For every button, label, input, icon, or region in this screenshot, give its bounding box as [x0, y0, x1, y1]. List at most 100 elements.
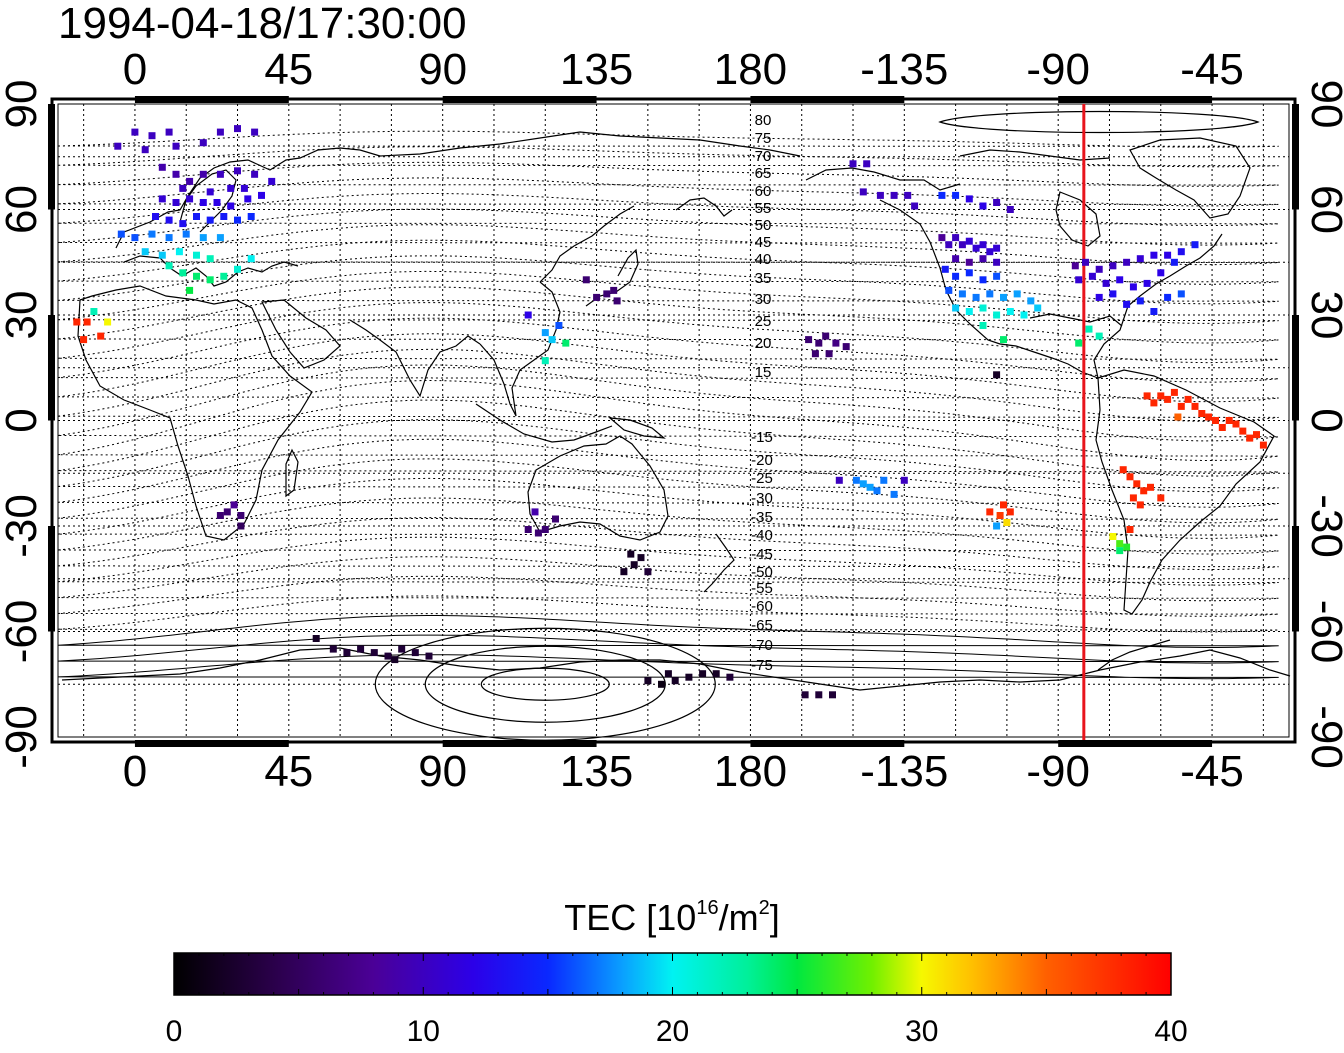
tec-point	[866, 483, 874, 491]
tec-point	[158, 251, 166, 259]
tec-point	[815, 691, 823, 699]
tec-point	[965, 308, 973, 315]
tec-point	[165, 262, 173, 270]
tec-point	[1147, 483, 1154, 491]
tec-point	[398, 645, 406, 653]
coast-greenland	[1129, 137, 1251, 219]
tec-point	[247, 255, 255, 263]
tec-point	[1150, 308, 1158, 315]
tec-point	[1126, 473, 1134, 481]
mag-lat-contour	[57, 302, 1279, 364]
coastlines	[61, 110, 1291, 691]
tec-point	[216, 128, 224, 136]
tec-point	[863, 160, 871, 168]
coast-scandinavia	[179, 169, 237, 233]
contour-label: -35	[751, 509, 773, 526]
mag-lat-contour	[57, 477, 1279, 539]
lon-label-bottom: -90	[1026, 747, 1090, 796]
tec-point	[1000, 501, 1007, 509]
tec-point	[251, 170, 259, 178]
tec-point	[945, 286, 953, 294]
tec-point	[890, 490, 898, 498]
tec-point	[811, 350, 819, 358]
tec-point	[1034, 304, 1042, 312]
contour-label: -25	[751, 470, 773, 487]
tec-point	[541, 357, 549, 365]
lat-label-right: 90	[1302, 80, 1344, 129]
tec-point	[965, 195, 973, 203]
tec-point	[712, 670, 720, 678]
mag-lat-contour	[57, 177, 1279, 207]
tec-point	[1109, 290, 1117, 298]
coast-new-zealand	[703, 533, 735, 593]
tec-point	[1164, 251, 1172, 259]
tec-point	[216, 234, 224, 242]
tec-point	[972, 293, 980, 301]
tec-point	[1191, 241, 1199, 249]
tec-point	[938, 191, 946, 199]
frame-bar-bottom	[1058, 740, 1213, 747]
contour-label: -65	[751, 617, 773, 634]
tec-point	[227, 184, 235, 192]
tec-point	[1116, 540, 1124, 548]
tec-point	[223, 508, 231, 516]
lat-label-right: 30	[1302, 291, 1344, 340]
tec-point	[603, 290, 611, 298]
lat-label-left: 90	[0, 80, 46, 129]
tec-point	[952, 191, 960, 199]
tec-point	[1116, 276, 1124, 284]
tec-point	[141, 248, 149, 256]
mag-lat-contour	[57, 399, 1279, 477]
lon-label-bottom: 90	[418, 747, 467, 796]
coast-madagascar	[285, 448, 299, 498]
tec-point	[213, 199, 221, 206]
tec-point	[958, 290, 966, 298]
tec-point	[1133, 480, 1141, 488]
tec-point	[1095, 332, 1103, 340]
tec-point	[1225, 417, 1233, 424]
tec-point	[182, 230, 190, 238]
tec-point	[411, 649, 419, 657]
tec-point	[227, 202, 235, 210]
tec-point	[822, 332, 830, 340]
tec-point	[258, 191, 265, 199]
frame-bar-top	[1058, 96, 1213, 103]
tec-point	[73, 318, 81, 326]
tec-point	[979, 276, 987, 284]
tec-point	[117, 230, 125, 238]
tec-point	[131, 234, 139, 242]
tec-point	[80, 336, 88, 344]
colorbar-ticks: 0 10 20 30 40	[166, 953, 1188, 1048]
tec-point	[148, 132, 156, 140]
tec-point	[1259, 441, 1267, 449]
tec-point	[1129, 494, 1137, 502]
tec-point	[1006, 206, 1014, 213]
lon-label-bottom: -135	[860, 747, 948, 796]
coast-arabia	[261, 299, 341, 369]
tec-point	[193, 251, 200, 259]
tec-point	[620, 568, 628, 576]
contour-label: 45	[755, 234, 772, 251]
tec-point	[247, 213, 255, 220]
tec-point	[630, 561, 638, 569]
tec-point	[165, 234, 173, 242]
tec-point	[849, 160, 857, 168]
tec-point	[186, 177, 194, 185]
tec-point	[83, 318, 91, 326]
tec-point	[114, 142, 122, 150]
tec-point	[965, 237, 973, 245]
tec-point	[993, 522, 1001, 530]
contour-label: 25	[755, 313, 772, 330]
lon-label-bottom: -45	[1180, 747, 1244, 796]
tec-point	[90, 308, 98, 315]
tec-point	[986, 248, 994, 256]
tec-point	[1095, 293, 1103, 301]
tec-point	[1253, 431, 1260, 439]
tec-point	[237, 512, 245, 519]
tec-point	[1239, 427, 1247, 435]
tec-point	[220, 213, 228, 220]
coast-north-america-east	[1093, 233, 1223, 379]
tec-point	[644, 568, 652, 576]
tec-point	[1174, 413, 1182, 421]
tec-point	[237, 522, 245, 530]
